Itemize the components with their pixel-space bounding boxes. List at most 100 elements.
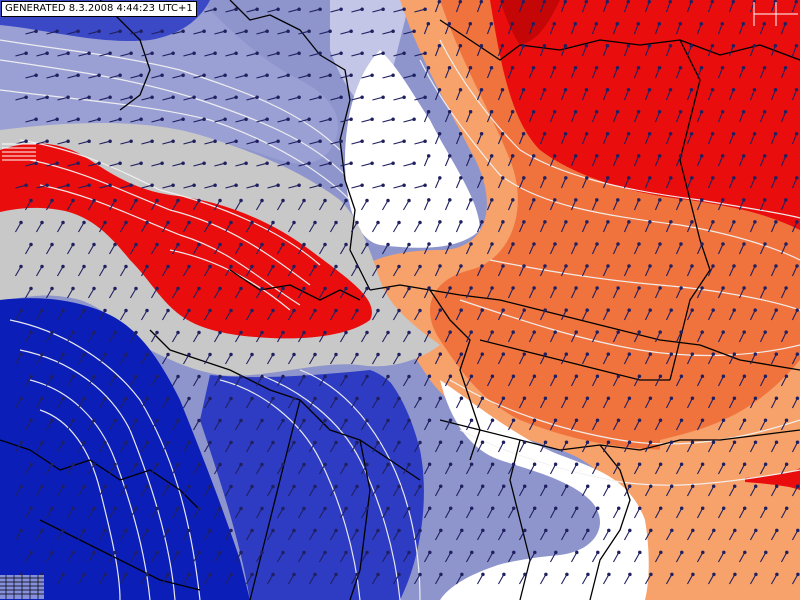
wind-barb-icon bbox=[574, 286, 578, 290]
wind-barb-icon bbox=[292, 352, 296, 357]
wind-barb-icon bbox=[795, 484, 800, 489]
wind-barb-icon bbox=[171, 51, 175, 55]
wind-barb-icon bbox=[99, 96, 111, 101]
isoline bbox=[259, 374, 401, 600]
wind-barb-icon bbox=[633, 23, 639, 35]
wind-barb-icon bbox=[171, 332, 179, 343]
wind-barb-icon bbox=[66, 183, 70, 187]
wind-barb-icon bbox=[648, 176, 652, 180]
wind-barb-icon bbox=[553, 462, 558, 467]
wind-barb-icon bbox=[459, 352, 464, 356]
wind-barb-icon bbox=[675, 419, 682, 431]
wind-barb-icon bbox=[297, 376, 305, 387]
wind-barb-icon bbox=[339, 200, 347, 211]
wind-barb-icon bbox=[187, 396, 191, 401]
wind-barb-icon bbox=[287, 222, 295, 233]
wind-barb-icon bbox=[160, 29, 164, 33]
wind-barb-icon bbox=[402, 95, 406, 99]
wind-barb-icon bbox=[675, 375, 682, 387]
wind-barb-icon bbox=[490, 462, 495, 467]
wind-barb-icon bbox=[531, 154, 536, 158]
wind-barb-icon bbox=[532, 286, 536, 290]
wind-barb-icon bbox=[543, 220, 547, 224]
wind-barb-icon bbox=[355, 308, 359, 313]
wind-barb-icon bbox=[594, 154, 599, 158]
wind-barb-icon bbox=[742, 462, 747, 467]
wind-barb-icon bbox=[255, 376, 263, 387]
wind-barb-icon bbox=[654, 375, 661, 387]
wind-barb-icon bbox=[266, 574, 274, 585]
wind-barb-icon bbox=[176, 550, 180, 555]
wind-barb-icon bbox=[465, 552, 473, 563]
wind-barb-icon bbox=[658, 286, 662, 290]
wind-barb-icon bbox=[45, 200, 53, 211]
wind-barb-icon bbox=[250, 440, 254, 445]
wind-barb-icon bbox=[591, 155, 598, 167]
wind-barb-icon bbox=[665, 265, 672, 277]
wind-barb-icon bbox=[192, 95, 196, 99]
wind-barb-icon bbox=[266, 266, 274, 277]
wind-barb-icon bbox=[109, 162, 121, 167]
wind-barb-icon bbox=[507, 552, 515, 563]
wind-barb-icon bbox=[780, 155, 787, 167]
wind-barb-icon bbox=[518, 397, 525, 409]
wind-barb-icon bbox=[246, 184, 258, 189]
wind-barb-icon bbox=[108, 244, 116, 255]
wind-barb-icon bbox=[774, 264, 778, 268]
wind-barb-icon bbox=[707, 353, 714, 365]
country-border bbox=[439, 419, 800, 451]
wind-barb-icon bbox=[711, 484, 716, 489]
wind-barb-icon bbox=[376, 528, 380, 533]
wind-barb-icon bbox=[298, 162, 310, 167]
wind-barb-icon bbox=[423, 375, 430, 387]
wind-barb-icon bbox=[255, 7, 259, 11]
field-white-center bbox=[345, 50, 480, 248]
wind-barb-icon bbox=[203, 222, 211, 233]
wind-barb-icon bbox=[355, 572, 359, 577]
wind-barb-icon bbox=[794, 0, 799, 4]
wind-barb-icon bbox=[339, 376, 347, 387]
wind-barb-icon bbox=[585, 264, 589, 268]
wind-barb-icon bbox=[386, 374, 390, 379]
isoline bbox=[449, 379, 800, 445]
wind-barb-icon bbox=[382, 118, 394, 123]
wind-barb-icon bbox=[738, 155, 745, 167]
wind-barb-icon bbox=[770, 397, 777, 409]
wind-barb-icon bbox=[438, 220, 442, 224]
wind-barb-icon bbox=[250, 396, 254, 401]
wind-barb-icon bbox=[323, 374, 327, 379]
wind-barb-icon bbox=[675, 199, 682, 211]
wind-barb-icon bbox=[654, 243, 661, 255]
wind-barb-icon bbox=[780, 199, 787, 211]
wind-barb-icon bbox=[507, 111, 514, 123]
wind-barb-icon bbox=[665, 397, 672, 409]
wind-barb-icon bbox=[266, 530, 274, 541]
wind-barb-icon bbox=[267, 52, 279, 57]
wind-barb-icon bbox=[78, 96, 90, 101]
wind-barb-icon bbox=[182, 486, 190, 497]
wind-barb-icon bbox=[574, 242, 578, 246]
wind-barb-icon bbox=[791, 177, 798, 189]
wind-barb-icon bbox=[720, 154, 725, 158]
wind-barb-icon bbox=[479, 43, 484, 48]
wind-barb-icon bbox=[574, 374, 579, 378]
wind-barb-icon bbox=[61, 440, 65, 445]
wind-barb-icon bbox=[350, 266, 358, 277]
wind-barb-icon bbox=[428, 550, 432, 555]
wind-barb-icon bbox=[372, 8, 384, 13]
wind-barb-icon bbox=[187, 484, 191, 489]
wind-barb-icon bbox=[371, 398, 379, 409]
wind-barb-icon bbox=[686, 530, 694, 541]
wind-barb-icon bbox=[260, 506, 264, 511]
wind-barb-icon bbox=[413, 354, 421, 365]
wind-barb-icon bbox=[738, 67, 745, 79]
wind-barb-icon bbox=[444, 155, 451, 167]
isoline bbox=[29, 379, 151, 600]
wind-barb-icon bbox=[150, 420, 158, 431]
wind-barb-icon bbox=[749, 574, 757, 585]
wind-barb-icon bbox=[784, 506, 789, 511]
wind-barb-icon bbox=[637, 506, 642, 511]
wind-barb-icon bbox=[795, 176, 799, 180]
wind-barb-icon bbox=[407, 374, 411, 379]
wind-barb-icon bbox=[497, 1, 503, 13]
